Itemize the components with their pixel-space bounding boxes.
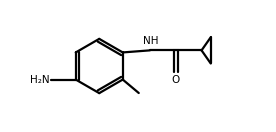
Text: O: O	[172, 75, 180, 85]
Text: H₂N: H₂N	[30, 75, 49, 85]
Text: NH: NH	[143, 36, 158, 46]
